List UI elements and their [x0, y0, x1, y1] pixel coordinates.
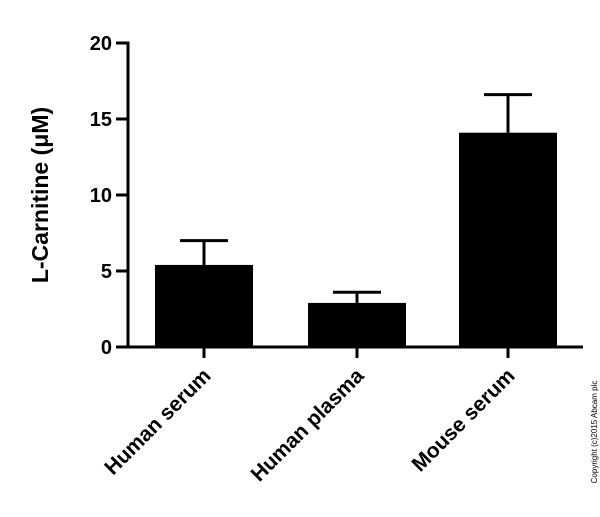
y-tick-label: 10	[90, 185, 112, 207]
y-tick-label: 5	[101, 261, 112, 283]
bar	[308, 302, 406, 347]
copyright-notice: Copyright (c)2015 Abcam plc	[590, 381, 599, 484]
y-axis-title: L-Carnitine (μM)	[27, 107, 53, 283]
y-tick-label: 0	[101, 337, 112, 359]
error-bars-group	[180, 93, 532, 303]
x-ticks-group: Human serum Human plasma Mouse serum	[100, 347, 520, 486]
bar	[155, 264, 253, 347]
x-category-label: Human serum	[100, 364, 215, 479]
y-ticks-group: 0 5 10 15 20	[90, 33, 128, 359]
x-category-label: Mouse serum	[408, 364, 520, 476]
bars-group	[155, 132, 557, 347]
x-category-label: Human plasma	[247, 364, 369, 486]
y-tick-label: 20	[90, 33, 112, 55]
bar	[459, 132, 557, 347]
y-tick-label: 15	[90, 109, 112, 131]
